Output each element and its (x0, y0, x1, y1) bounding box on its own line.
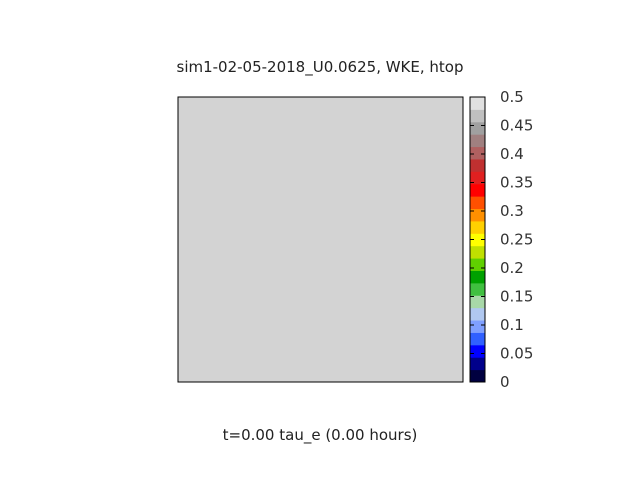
colorbar-segment (470, 344, 485, 358)
colorbar-segment (470, 245, 485, 259)
colorbar-segment (470, 171, 485, 185)
colorbar-tick-label: 0.15 (500, 288, 533, 306)
colorbar-segment (470, 134, 485, 148)
colorbar-segment (470, 233, 485, 247)
colorbar-tick-label: 0.45 (500, 117, 533, 135)
colorbar-segment (470, 109, 485, 123)
chart-title: sim1-02-05-2018_U0.0625, WKE, htop (176, 58, 464, 76)
colorbar-tick-label: 0.3 (500, 202, 524, 220)
colorbar-tick-label: 0.1 (500, 316, 524, 334)
colorbar-tick-label: 0.2 (500, 259, 524, 277)
colorbar-segment (470, 208, 485, 222)
colorbar-segment (470, 357, 485, 371)
colorbar-tick-label: 0.35 (500, 174, 533, 192)
colorbar-frame (469, 96, 486, 383)
colorbar-segment (470, 295, 485, 309)
colorbar-segment (470, 158, 485, 172)
colorbar-segment (470, 270, 485, 284)
colorbar-tick-label: 0.5 (500, 88, 524, 106)
colorbar-tick-label: 0 (500, 373, 510, 391)
colorbar-segment (470, 332, 485, 346)
colorbar-segment (470, 196, 485, 210)
colorbar-segment (470, 146, 485, 160)
colorbar-segment (470, 183, 485, 197)
colorbar-segment (470, 369, 485, 383)
colorbar-ticks: 0 0.05 0.1 0.15 0.2 0.25 0.3 0.35 0.4 0.45 0.5 (470, 88, 533, 391)
colorbar-segment (470, 258, 485, 271)
heatmap-field (177, 96, 464, 383)
colorbar-tick-label: 0.05 (500, 345, 533, 363)
colorbar-segment (470, 282, 485, 296)
colorbar-tick-label: 0.25 (500, 231, 533, 249)
colorbar-segment (470, 97, 485, 110)
colorbar-segment (470, 307, 485, 321)
colorbar (470, 97, 485, 383)
colorbar-segment (470, 121, 485, 135)
colorbar-segment (470, 220, 485, 234)
time-caption: t=0.00 tau_e (0.00 hours) (222, 426, 418, 444)
colorbar-tick-label: 0.4 (500, 145, 524, 163)
colorbar-segment (470, 320, 485, 333)
